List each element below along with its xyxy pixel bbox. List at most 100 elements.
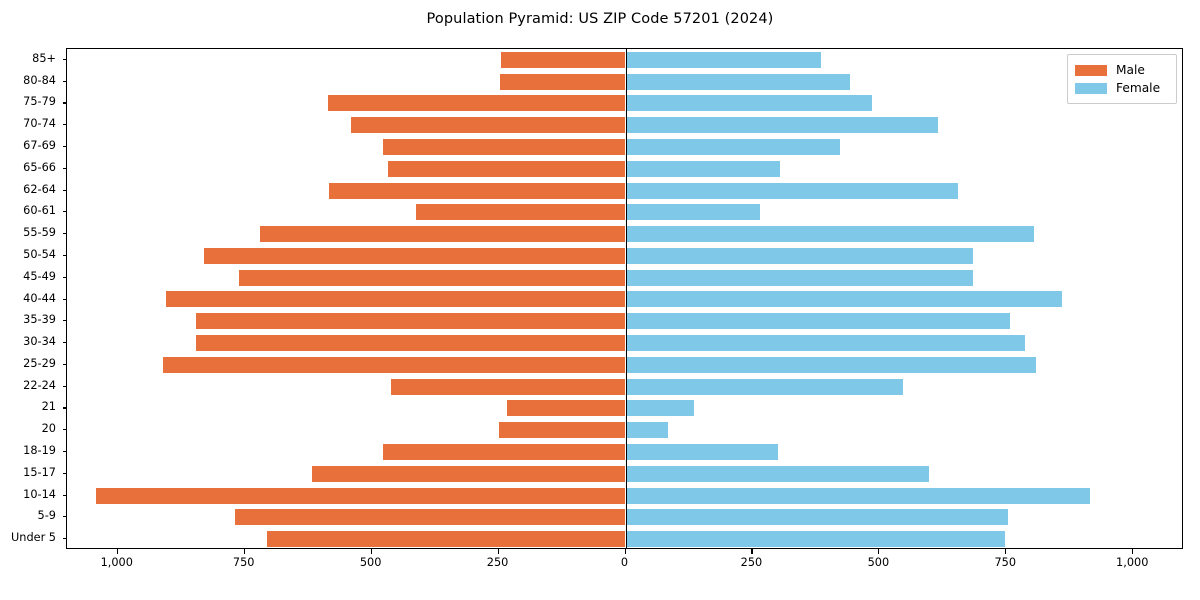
- y-tick-label-75-79: 75-79: [23, 95, 56, 109]
- bar-male-10-14[interactable]: [95, 487, 626, 504]
- bar-female-21[interactable]: [625, 400, 694, 417]
- bar-male-85-[interactable]: [501, 51, 626, 68]
- y-tick-mark: [62, 494, 67, 496]
- bar-male-65-66[interactable]: [388, 160, 626, 177]
- y-tick-mark: [62, 233, 67, 235]
- bar-row: [67, 267, 1182, 289]
- bar-male-35-39[interactable]: [196, 313, 626, 330]
- bar-female-20[interactable]: [625, 422, 668, 439]
- bar-row: [67, 485, 1182, 507]
- bar-male-21[interactable]: [507, 400, 626, 417]
- bar-male-60-61[interactable]: [415, 204, 626, 221]
- y-tick-label-30-34: 30-34: [23, 335, 56, 349]
- x-axis: 1,000 750 500 250 0 250 500 750 1,000: [0, 549, 1200, 599]
- bar-female-85-[interactable]: [625, 51, 822, 68]
- bars-container: [67, 49, 1182, 548]
- legend-item-male[interactable]: Male: [1075, 61, 1168, 79]
- bar-male-70-74[interactable]: [350, 117, 626, 134]
- bar-female-80-84[interactable]: [625, 73, 850, 90]
- y-tick-label-20: 20: [41, 422, 56, 436]
- bar-male-75-79[interactable]: [328, 95, 626, 112]
- bar-row: [67, 332, 1182, 354]
- bar-female-25-29[interactable]: [625, 356, 1036, 373]
- x-tick-label: 250: [740, 556, 763, 569]
- bar-male-25-29[interactable]: [163, 356, 626, 373]
- bar-male-15-17[interactable]: [311, 465, 626, 482]
- y-tick-mark: [62, 298, 67, 300]
- y-tick-label-5-9: 5-9: [37, 509, 56, 523]
- bar-female-10-14[interactable]: [625, 487, 1091, 504]
- bar-male-50-54[interactable]: [203, 247, 626, 264]
- bar-female-40-44[interactable]: [625, 291, 1063, 308]
- x-tick-mark: [116, 549, 118, 554]
- bar-row: [67, 398, 1182, 420]
- bar-row: [67, 93, 1182, 115]
- bar-male-80-84[interactable]: [500, 73, 626, 90]
- bar-male-40-44[interactable]: [166, 291, 626, 308]
- y-tick-mark: [62, 211, 67, 213]
- bar-female-22-24[interactable]: [625, 378, 903, 395]
- x-tick-mark: [751, 549, 753, 554]
- bar-female-under-5[interactable]: [625, 531, 1006, 548]
- y-tick-mark: [62, 342, 67, 344]
- y-tick-mark: [62, 472, 67, 474]
- x-tick-mark: [243, 549, 245, 554]
- bar-female-45-49[interactable]: [625, 269, 973, 286]
- bar-female-5-9[interactable]: [625, 509, 1009, 526]
- bar-row: [67, 180, 1182, 202]
- bar-female-60-61[interactable]: [625, 204, 760, 221]
- bar-male-18-19[interactable]: [382, 443, 626, 460]
- bar-female-70-74[interactable]: [625, 117, 939, 134]
- bar-male-67-69[interactable]: [382, 139, 626, 156]
- bar-male-30-34[interactable]: [196, 335, 626, 352]
- bar-female-62-64[interactable]: [625, 182, 959, 199]
- bar-female-65-66[interactable]: [625, 160, 780, 177]
- bar-male-55-59[interactable]: [260, 226, 626, 243]
- bar-female-75-79[interactable]: [625, 95, 873, 112]
- bar-female-35-39[interactable]: [625, 313, 1011, 330]
- y-tick-label-55-59: 55-59: [23, 226, 56, 240]
- y-tick-mark: [62, 276, 67, 278]
- y-tick-mark: [62, 58, 67, 60]
- y-tick-label-62-64: 62-64: [23, 182, 56, 196]
- bar-female-67-69[interactable]: [625, 139, 841, 156]
- bar-female-18-19[interactable]: [625, 443, 778, 460]
- bar-female-55-59[interactable]: [625, 226, 1034, 243]
- bar-male-20[interactable]: [498, 422, 626, 439]
- bar-female-50-54[interactable]: [625, 247, 973, 264]
- y-tick-mark: [62, 407, 67, 409]
- bar-female-15-17[interactable]: [625, 465, 929, 482]
- bar-row: [67, 49, 1182, 71]
- bar-row: [67, 310, 1182, 332]
- y-tick-label-18-19: 18-19: [23, 443, 56, 457]
- zero-axis-line: [625, 49, 627, 548]
- bar-male-under-5[interactable]: [266, 531, 626, 548]
- bar-row: [67, 201, 1182, 223]
- bar-male-22-24[interactable]: [391, 378, 626, 395]
- y-tick-label-22-24: 22-24: [23, 378, 56, 392]
- bar-row: [67, 441, 1182, 463]
- y-tick-label-under-5: Under 5: [11, 531, 56, 545]
- y-tick-mark: [62, 254, 67, 257]
- plot-area: [66, 48, 1183, 549]
- y-tick-label-60-61: 60-61: [23, 204, 56, 218]
- y-tick-label-65-66: 65-66: [23, 160, 56, 174]
- y-tick-mark: [62, 320, 67, 322]
- bar-female-30-34[interactable]: [625, 335, 1026, 352]
- bar-row: [67, 463, 1182, 485]
- legend-swatch-icon: [1075, 64, 1107, 76]
- bar-male-5-9[interactable]: [234, 509, 626, 526]
- bar-row: [67, 354, 1182, 376]
- x-tick-mark: [878, 549, 880, 554]
- x-tick-mark: [1132, 549, 1134, 554]
- x-tick-label: 500: [359, 556, 382, 569]
- bar-male-45-49[interactable]: [238, 269, 626, 286]
- bar-male-62-64[interactable]: [328, 182, 626, 199]
- bar-row: [67, 376, 1182, 398]
- bar-row: [67, 223, 1182, 245]
- y-tick-label-45-49: 45-49: [23, 269, 56, 283]
- x-tick-label: 1,000: [100, 556, 133, 569]
- y-axis: 85+ 80-84 75-79 70-74 67-69 65-66 62-64 60-61 55…: [0, 48, 1200, 549]
- legend-item-female[interactable]: Female: [1075, 79, 1168, 97]
